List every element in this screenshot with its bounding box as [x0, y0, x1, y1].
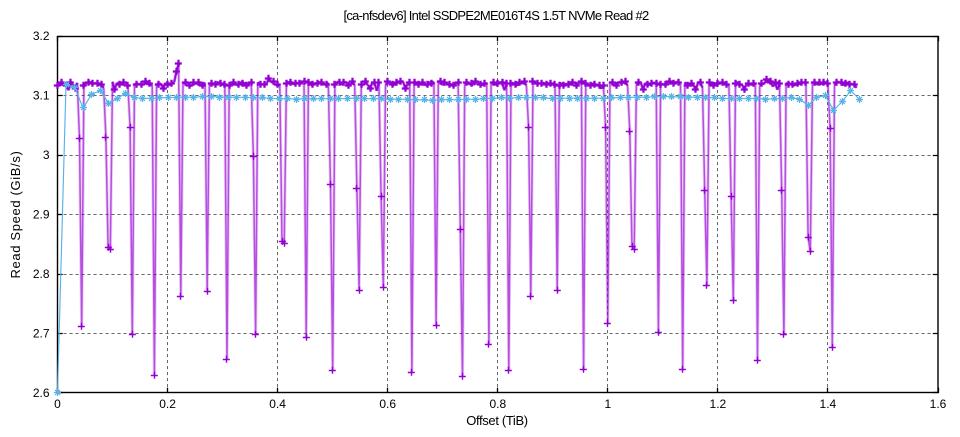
svg-text:0: 0: [54, 397, 61, 411]
svg-text:0.4: 0.4: [269, 397, 286, 411]
svg-text:3: 3: [43, 148, 50, 162]
svg-text:[ca-nfsdev6] Intel SSDPE2ME016: [ca-nfsdev6] Intel SSDPE2ME016T4S 1.5T N…: [343, 8, 649, 23]
svg-text:0.8: 0.8: [489, 397, 506, 411]
svg-text:2.7: 2.7: [33, 327, 50, 341]
svg-text:0.2: 0.2: [159, 397, 176, 411]
svg-text:Read Speed (GiB/s): Read Speed (GiB/s): [8, 150, 23, 278]
svg-text:2.9: 2.9: [33, 208, 50, 222]
svg-text:1.4: 1.4: [820, 397, 837, 411]
svg-text:2.6: 2.6: [33, 386, 50, 400]
svg-text:1: 1: [604, 397, 611, 411]
svg-text:3.2: 3.2: [33, 29, 50, 43]
svg-text:2.8: 2.8: [33, 267, 50, 281]
svg-text:1.2: 1.2: [710, 397, 727, 411]
svg-text:0.6: 0.6: [379, 397, 396, 411]
svg-text:3.1: 3.1: [33, 89, 50, 103]
svg-text:Offset (TiB): Offset (TiB): [466, 413, 528, 428]
svg-text:1.6: 1.6: [930, 397, 947, 411]
